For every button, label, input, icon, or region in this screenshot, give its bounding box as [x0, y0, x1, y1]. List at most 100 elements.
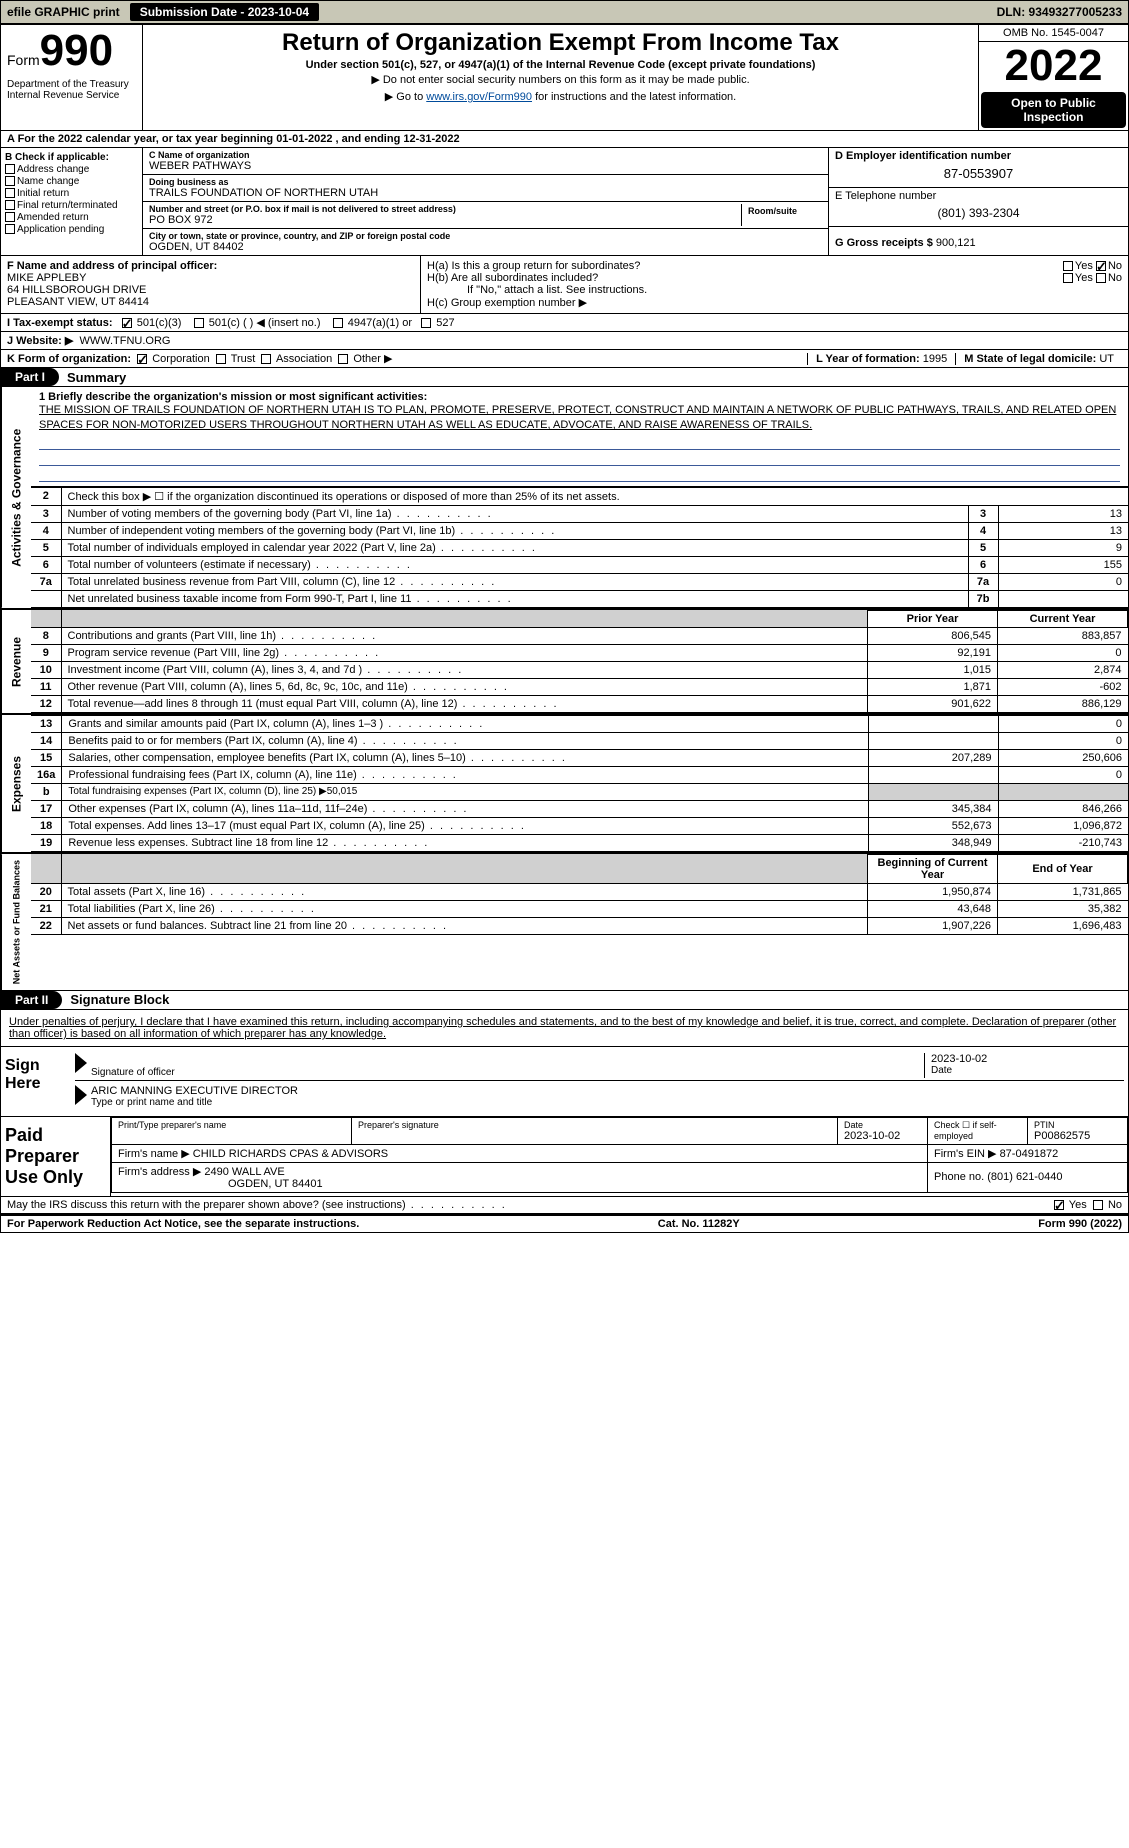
group-return-box: H(a) Is this a group return for subordin…: [421, 256, 1128, 313]
firm-ein: 87-0491872: [1000, 1148, 1059, 1160]
hdr-beginning: Beginning of Current Year: [868, 854, 998, 883]
part2-header: Part II Signature Block: [1, 991, 1128, 1010]
prep-sig-lbl: Preparer's signature: [358, 1120, 831, 1130]
tab-netassets: Net Assets or Fund Balances: [1, 854, 31, 990]
chk-address: Address change: [5, 164, 138, 175]
form-link-line: ▶ Go to www.irs.gov/Form990 for instruct…: [149, 90, 972, 103]
j-lbl: J Website: ▶: [7, 334, 73, 347]
form-container: Form990 Department of the Treasury Inter…: [0, 24, 1129, 1233]
form-number: 990: [40, 26, 113, 75]
governance-table: 2Check this box ▶ ☐ if the organization …: [31, 487, 1128, 608]
org-name: WEBER PATHWAYS: [149, 160, 822, 172]
ha-lbl: H(a) Is this a group return for subordin…: [427, 260, 640, 272]
form-header: Form990 Department of the Treasury Inter…: [1, 25, 1128, 131]
submission-date-btn[interactable]: Submission Date - 2023-10-04: [130, 3, 319, 21]
paid-preparer-block: Paid Preparer Use Only Print/Type prepar…: [1, 1117, 1128, 1197]
chk-assoc[interactable]: [261, 354, 271, 364]
prep-name-lbl: Print/Type preparer's name: [118, 1120, 345, 1130]
summary-expenses: Expenses 13Grants and similar amounts pa…: [1, 713, 1128, 852]
dba-name: TRAILS FOUNDATION OF NORTHERN UTAH: [149, 187, 822, 199]
declaration-text: Under penalties of perjury, I declare th…: [1, 1010, 1128, 1047]
chk-527[interactable]: [421, 318, 431, 328]
form-note: ▶ Do not enter social security numbers o…: [149, 73, 972, 86]
mission-block: 1 Briefly describe the organization's mi…: [31, 387, 1128, 487]
i-lbl: I Tax-exempt status:: [7, 317, 113, 329]
phone-lbl: E Telephone number: [835, 190, 1122, 202]
may-irs-text: May the IRS discuss this return with the…: [7, 1199, 406, 1211]
sig-name: ARIC MANNING EXECUTIVE DIRECTOR: [91, 1085, 1124, 1097]
website-val: WWW.TFNU.ORG: [79, 335, 170, 347]
gross-lbl: G Gross receipts $: [835, 237, 933, 249]
tax-year: 2022: [979, 42, 1128, 90]
firm-phone: (801) 621-0440: [987, 1171, 1062, 1183]
firm-phone-lbl: Phone no.: [934, 1171, 984, 1183]
hb-note: If "No," attach a list. See instructions…: [427, 284, 1122, 296]
tab-expenses: Expenses: [1, 715, 31, 852]
chk-other[interactable]: [338, 354, 348, 364]
org-info: C Name of organization WEBER PATHWAYS Do…: [143, 148, 828, 255]
chk-501c[interactable]: [194, 318, 204, 328]
chk-501c3[interactable]: [122, 318, 132, 328]
may-irs-row: May the IRS discuss this return with the…: [1, 1197, 1128, 1215]
part1-header: Part I Summary: [1, 368, 1128, 387]
form-prefix: Form: [7, 52, 40, 68]
hdr-current: Current Year: [998, 610, 1128, 627]
sign-here-label: Sign Here: [1, 1047, 71, 1116]
year-formation: 1995: [923, 353, 947, 365]
chk-yes[interactable]: [1054, 1200, 1064, 1210]
form-number-box: Form990 Department of the Treasury Inter…: [1, 25, 143, 131]
part2-title: Signature Block: [62, 992, 169, 1007]
officer-name: MIKE APPLEBY: [7, 272, 414, 284]
addr-val: PO BOX 972: [149, 214, 741, 226]
paid-title: Paid Preparer Use Only: [1, 1117, 111, 1196]
chk-4947[interactable]: [333, 318, 343, 328]
revenue-table: Prior Year Current Year 8Contributions a…: [31, 610, 1128, 713]
hdr-prior: Prior Year: [868, 610, 998, 627]
footer-mid: Cat. No. 11282Y: [658, 1218, 740, 1230]
hb-lbl: H(b) Are all subordinates included?: [427, 272, 598, 284]
sig-date-lbl: Date: [931, 1065, 1124, 1076]
form-org-row: K Form of organization: Corporation Trus…: [1, 350, 1128, 368]
part2-badge: Part II: [1, 991, 62, 1009]
part1-badge: Part I: [1, 368, 59, 386]
section-fgh: F Name and address of principal officer:…: [1, 256, 1128, 314]
omb-number: OMB No. 1545-0047: [979, 25, 1128, 42]
summary-revenue: Revenue Prior Year Current Year 8Contrib…: [1, 608, 1128, 713]
irs-link[interactable]: www.irs.gov/Form990: [426, 91, 532, 103]
prep-date-lbl: Date: [844, 1120, 921, 1130]
sig-name-lbl: Type or print name and title: [91, 1097, 1124, 1108]
summary-netassets: Net Assets or Fund Balances Beginning of…: [1, 852, 1128, 991]
open-inspection: Open to Public Inspection: [981, 92, 1126, 128]
firm-addr1: 2490 WALL AVE: [204, 1166, 284, 1178]
officer-box: F Name and address of principal officer:…: [1, 256, 421, 313]
sig-date: 2023-10-02: [931, 1053, 1124, 1065]
officer-addr1: 64 HILLSBOROUGH DRIVE: [7, 284, 414, 296]
chk-final: Final return/terminated: [5, 200, 138, 211]
part1-title: Summary: [59, 370, 126, 385]
mission-lbl: 1 Briefly describe the organization's mi…: [39, 391, 427, 403]
l-lbl: L Year of formation:: [816, 353, 920, 365]
officer-addr2: PLEASANT VIEW, UT 84414: [7, 296, 414, 308]
form-title: Return of Organization Exempt From Incom…: [149, 29, 972, 57]
addr-lbl: Number and street (or P.O. box if mail i…: [149, 204, 741, 214]
year-box: OMB No. 1545-0047 2022 Open to Public In…: [978, 25, 1128, 131]
sign-here-block: Sign Here Signature of officer 2023-10-0…: [1, 1047, 1128, 1117]
city-lbl: City or town, state or province, country…: [149, 231, 822, 241]
b-header: B Check if applicable:: [5, 152, 138, 163]
prep-date: 2023-10-02: [844, 1130, 921, 1142]
chk-initial: Initial return: [5, 188, 138, 199]
f-lbl: F Name and address of principal officer:: [7, 260, 414, 272]
chk-no[interactable]: [1093, 1200, 1103, 1210]
firm-name: CHILD RICHARDS CPAS & ADVISORS: [193, 1148, 388, 1160]
chk-corp[interactable]: [137, 354, 147, 364]
tab-revenue: Revenue: [1, 610, 31, 713]
chk-trust[interactable]: [216, 354, 226, 364]
hc-lbl: H(c) Group exemption number ▶: [427, 296, 1122, 309]
firm-addr-lbl: Firm's address ▶: [118, 1166, 201, 1178]
self-emp-lbl[interactable]: Check ☐ if self-employed: [928, 1117, 1028, 1144]
tab-governance: Activities & Governance: [1, 387, 31, 608]
section-b-block: B Check if applicable: Address change Na…: [1, 148, 1128, 256]
top-bar: efile GRAPHIC print Submission Date - 20…: [0, 0, 1129, 24]
arrow-icon: [75, 1085, 87, 1105]
form-subtitle: Under section 501(c), 527, or 4947(a)(1)…: [149, 59, 972, 71]
